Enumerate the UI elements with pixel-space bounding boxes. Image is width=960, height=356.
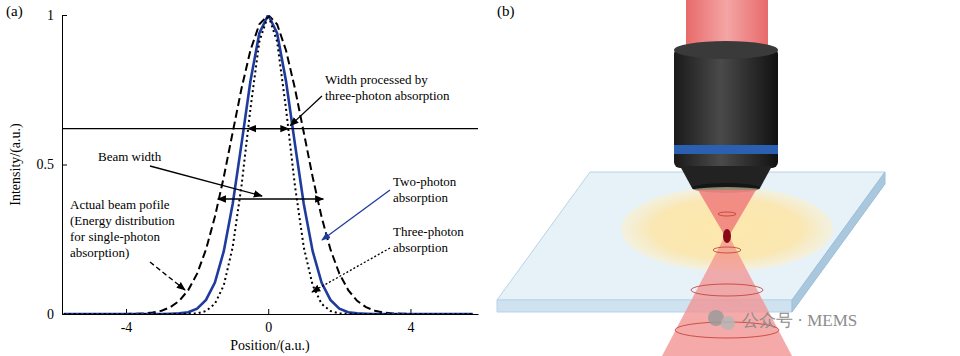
annotation-text: absorption bbox=[393, 190, 448, 205]
x-axis-tick-label: 0 bbox=[265, 320, 272, 335]
panel-label: (a) bbox=[6, 3, 23, 20]
series-line bbox=[64, 15, 473, 314]
annotation-text: Two-photon bbox=[393, 174, 457, 189]
y-axis-tick-mark bbox=[62, 314, 67, 315]
series-line bbox=[64, 15, 473, 314]
x-axis-tick-label: 4 bbox=[407, 320, 414, 335]
panel-b: (b) 公众号 · MEMS bbox=[497, 0, 885, 356]
y-axis-tick: 0.5 bbox=[37, 157, 68, 172]
plot-area bbox=[62, 15, 478, 314]
y-axis-tick: 0 bbox=[47, 307, 67, 322]
width-arrow-beam bbox=[218, 198, 324, 199]
leader-two-photon bbox=[322, 190, 390, 240]
watermark: 公众号 · MEMS bbox=[708, 310, 857, 330]
leader-actual-beam bbox=[150, 262, 185, 290]
y-axis-tick-mark bbox=[62, 165, 67, 166]
beam-ring bbox=[691, 284, 763, 296]
objective-body bbox=[674, 48, 778, 168]
annotation-text: Actual beam pofile bbox=[70, 197, 170, 212]
glass-top bbox=[497, 172, 885, 300]
series-line bbox=[64, 15, 473, 314]
annotation-text: absorption bbox=[393, 240, 448, 255]
x-axis-line bbox=[63, 314, 479, 315]
annotation-text: Width processed by bbox=[325, 72, 428, 87]
y-axis-tick-label: 0.5 bbox=[37, 157, 55, 172]
reference-line bbox=[62, 128, 478, 129]
x-axis-tick-label: -4 bbox=[121, 320, 133, 335]
leader-three-photon-width bbox=[290, 96, 322, 126]
objective-ring bbox=[674, 145, 778, 154]
annotation-text: three-photon absorption bbox=[325, 88, 450, 103]
objective-top bbox=[674, 41, 778, 59]
figure: (a)-40400.51Position/(a.u.)Intensity/(a.… bbox=[0, 0, 960, 356]
annotation-text: absorption) bbox=[70, 245, 129, 260]
focal-spot bbox=[723, 229, 731, 243]
annotation-text: Three-photon bbox=[393, 224, 464, 239]
y-axis-tick-mark bbox=[62, 15, 67, 16]
beam-ring bbox=[713, 247, 741, 253]
watermark-text: 公众号 · MEMS bbox=[742, 311, 857, 330]
diverging-cone bbox=[662, 236, 792, 356]
panel-label: (b) bbox=[497, 3, 515, 20]
beam-ring bbox=[718, 212, 736, 216]
y-axis: 00.51 bbox=[37, 8, 68, 322]
annotation-text: (Energy distribution bbox=[70, 213, 175, 228]
watermark-icon bbox=[721, 316, 735, 330]
annotation-text: Beam width bbox=[98, 149, 162, 164]
leader-beam-width bbox=[150, 166, 262, 196]
y-axis-title: Intensity/(a.u.) bbox=[8, 123, 24, 206]
y-axis-tick-label: 0 bbox=[47, 307, 54, 322]
x-axis-title: Position/(a.u.) bbox=[230, 338, 310, 354]
annotations: Width processed bythree-photon absorptio… bbox=[70, 72, 464, 292]
x-axis-tick: 0 bbox=[265, 309, 272, 335]
annotation-text: for single-photon bbox=[70, 229, 160, 244]
y-axis-tick: 1 bbox=[47, 8, 67, 23]
leader-three-photon bbox=[312, 248, 390, 292]
x-axis-tick-mark bbox=[268, 309, 269, 314]
y-axis-tick-label: 1 bbox=[47, 8, 54, 23]
width-arrow-three-photon bbox=[248, 128, 289, 129]
